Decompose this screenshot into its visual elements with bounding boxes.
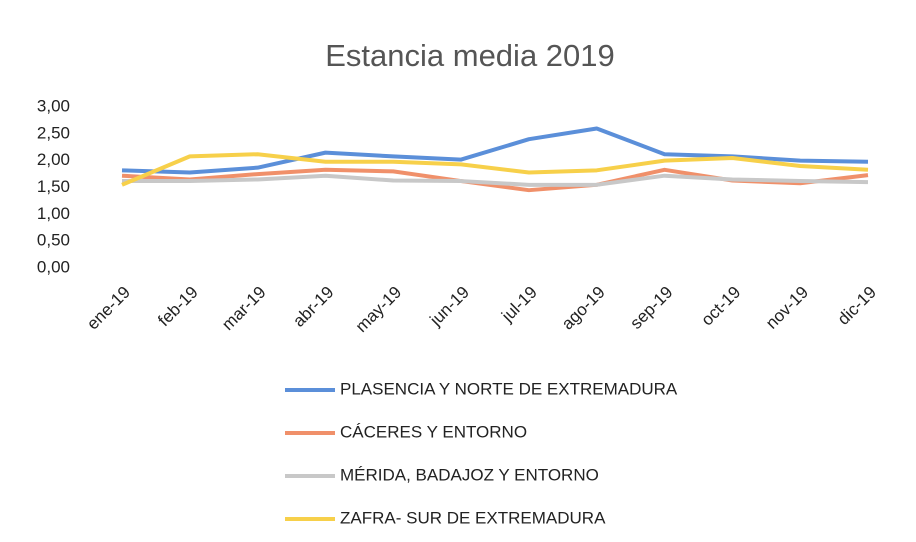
series-line: [122, 173, 869, 187]
x-tick-label: abr-19: [289, 283, 337, 331]
y-tick-label: 2,00: [37, 150, 70, 169]
y-tick-label: 3,00: [37, 96, 70, 115]
x-tick-label: nov-19: [762, 283, 812, 333]
legend-label: MÉRIDA, BADAJOZ Y ENTORNO: [340, 465, 599, 484]
x-tick-label: jun-19: [426, 283, 474, 331]
y-tick-label: 1,00: [37, 204, 70, 223]
series-line: [121, 126, 869, 175]
x-tick-label: feb-19: [154, 283, 202, 331]
x-tick-label: jul-19: [497, 283, 541, 327]
chart-title: Estancia media 2019: [325, 38, 615, 73]
x-tick-label: ago-19: [558, 283, 609, 334]
legend-label: PLASENCIA Y NORTE DE EXTREMADURA: [340, 379, 678, 398]
x-tick-label: ene-19: [83, 283, 134, 334]
x-tick-label: oct-19: [698, 283, 745, 330]
x-tick-label: mar-19: [218, 283, 270, 335]
x-tick-label: sep-19: [626, 283, 676, 333]
y-tick-label: 0,00: [37, 257, 70, 276]
legend-label: ZAFRA- SUR DE EXTREMADURA: [340, 508, 606, 527]
y-tick-label: 0,50: [37, 231, 70, 250]
y-tick-label: 1,50: [37, 177, 70, 196]
x-tick-label: may-19: [352, 283, 406, 337]
series-line: [121, 152, 869, 187]
legend-label: CÁCERES Y ENTORNO: [340, 422, 527, 441]
x-tick-label: dic-19: [834, 283, 880, 329]
y-tick-label: 2,50: [37, 123, 70, 142]
